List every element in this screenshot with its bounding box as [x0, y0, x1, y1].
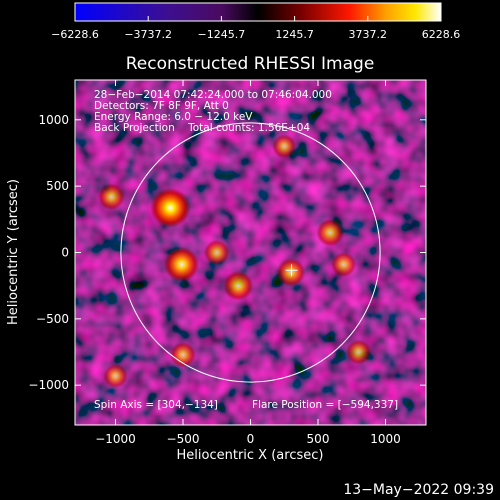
footer-timestamp: 13−May−2022 09:39	[343, 482, 494, 498]
source-blob	[170, 341, 196, 368]
source-blob	[150, 187, 191, 228]
image-texture	[75, 80, 426, 425]
y-tick-label: −500	[36, 312, 69, 326]
chart-title: Reconstructed RHESSI Image	[126, 54, 375, 74]
y-tick-label: 0	[61, 246, 69, 260]
colorbar-tick-label: −6228.6	[51, 28, 99, 41]
x-tick-label: 500	[307, 432, 330, 446]
source-blob	[272, 134, 297, 159]
sources-layer	[98, 134, 372, 389]
info-line-time: 28−Feb−2014 07:42:24.000 to 07:46:04.000	[94, 89, 332, 101]
solar-limb-circle	[120, 122, 381, 383]
source-blob	[203, 239, 230, 266]
colorbar: −6228.6 −3737.2 −1245.7 1245.7 3737.2 6228.6	[51, 2, 460, 41]
x-axis-label: Heliocentric X (arcsec)	[177, 448, 324, 463]
source-blob	[98, 183, 125, 211]
source-blob	[103, 363, 128, 389]
x-tick-label: −1000	[95, 432, 136, 446]
y-tick-labels: −1000 −500 0 500 1000	[28, 113, 69, 392]
source-blob	[276, 258, 306, 287]
x-tick-label: 1000	[370, 432, 401, 446]
source-blob	[331, 251, 357, 278]
spin-axis-label: Spin Axis = [304,−134]	[94, 399, 218, 411]
colorbar-tick-label: 3737.2	[349, 28, 388, 41]
plot-area: −1000 −500 0 500 1000 −1000 −500 0 500 1000 28−F…	[28, 79, 427, 446]
source-blob	[164, 246, 200, 283]
info-line-energy: Energy Range: 6.0 − 12.0 keV	[94, 111, 253, 123]
info-line-method: Back Projection Total counts: 1.56E+04	[94, 122, 310, 134]
x-tick-label: 0	[247, 432, 255, 446]
source-blob	[345, 339, 372, 365]
x-tick-label: −500	[167, 432, 200, 446]
info-line-detectors: Detectors: 7F 8F 9F, Att 0	[94, 100, 229, 112]
source-blob	[223, 270, 254, 301]
colorbar-tick-label: −1245.7	[198, 28, 246, 41]
spin-axis-marker	[285, 264, 298, 277]
y-axis-label: Heliocentric Y (arcsec)	[6, 179, 21, 325]
colorbar-bar	[74, 2, 442, 22]
colorbar-ticks: −6228.6 −3737.2 −1245.7 1245.7 3737.2 6228.6	[51, 16, 460, 41]
y-tick-label: 1000	[38, 113, 69, 127]
info-block: 28−Feb−2014 07:42:24.000 to 07:46:04.000…	[94, 89, 332, 134]
source-blob	[316, 218, 344, 247]
colorbar-tick-label: 6228.6	[422, 28, 461, 41]
y-tick-label: −1000	[28, 378, 69, 392]
colorbar-tick-label: −3737.2	[124, 28, 172, 41]
x-tick-labels: −1000 −500 0 500 1000	[95, 432, 401, 446]
axis-ticks	[75, 80, 426, 425]
colorbar-tick-label: 1245.7	[275, 28, 314, 41]
flare-position-label: Flare Position = [−594,337]	[252, 399, 398, 411]
y-tick-label: 500	[46, 179, 69, 193]
